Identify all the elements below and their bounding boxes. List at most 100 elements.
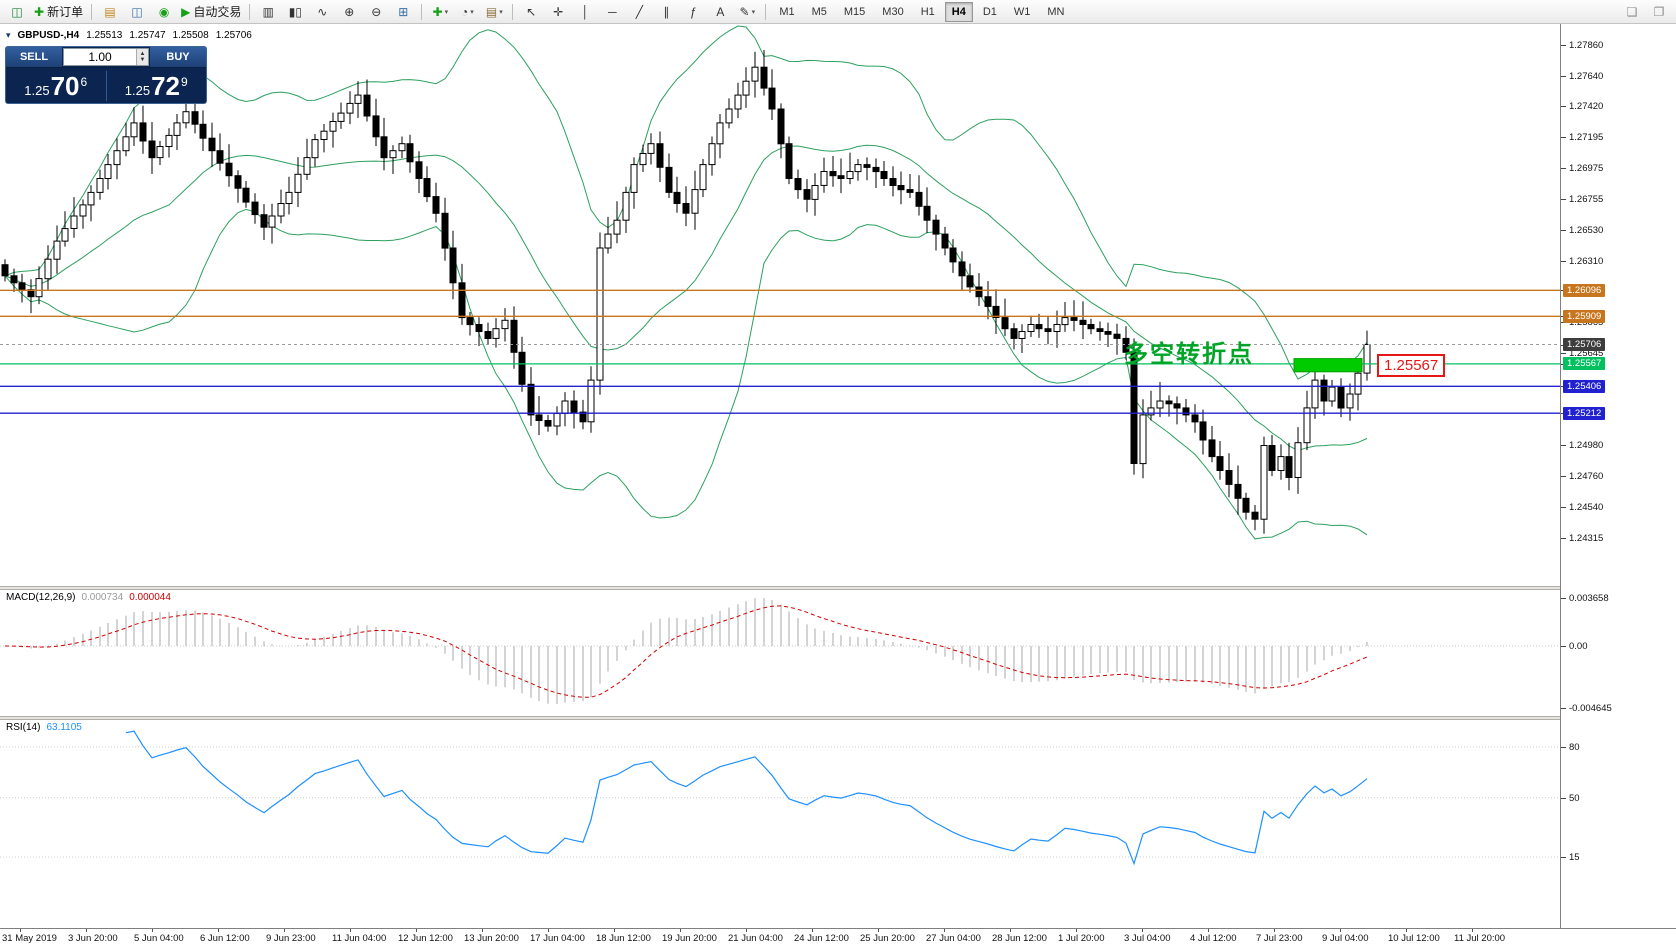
axis-tick: [1561, 137, 1566, 139]
time-axis-tick: [878, 929, 879, 932]
line-chart-icon[interactable]: ∿: [309, 1, 335, 22]
volume-value: 1.00: [88, 50, 112, 64]
volume-down-button[interactable]: ▼: [139, 57, 146, 63]
community-icon[interactable]: ❐: [1653, 4, 1665, 19]
macd-panel-canvas[interactable]: [0, 590, 1560, 716]
rsi-axis-label: 80: [1569, 742, 1580, 754]
price-axis-label: 1.26310: [1569, 255, 1604, 267]
toolbar-separator: [249, 3, 251, 20]
channel-icon[interactable]: ∥: [653, 1, 679, 22]
time-axis-label: 19 Jun 20:00: [662, 933, 717, 944]
time-axis-tick: [416, 929, 417, 932]
time-axis-tick: [680, 929, 681, 932]
toolbar-separator: [765, 3, 767, 20]
autotrading-button[interactable]: ▶ 自动交易: [178, 1, 244, 22]
time-axis-tick: [1472, 929, 1473, 932]
periods-icon[interactable]: ◔ ▾: [454, 1, 480, 22]
toolbar-separator: [421, 3, 423, 20]
rsi-value: 63.1105: [46, 722, 82, 733]
time-axis-label: 7 Jul 23:00: [1256, 933, 1303, 944]
panel-splitter-macd[interactable]: [0, 586, 1676, 590]
sell-price[interactable]: 1.25 70 6: [6, 71, 106, 101]
fibonacci-icon[interactable]: ƒ: [680, 1, 706, 22]
sell-button[interactable]: SELL: [6, 47, 62, 67]
chart-annotation-text[interactable]: 多空转折点: [1124, 341, 1254, 368]
fibonacci-icon-glyph: ƒ: [689, 4, 697, 19]
metaquotes-icon[interactable]: ◉: [151, 1, 177, 22]
arrows-icon-caret: ▾: [751, 8, 756, 16]
tile-windows-icon[interactable]: ⊞: [390, 1, 416, 22]
cursor-icon-glyph: ↖: [526, 4, 537, 19]
indicators-icon[interactable]: ✚ ▾: [427, 1, 453, 22]
buy-button[interactable]: BUY: [150, 47, 206, 67]
timeframe-m15-button[interactable]: M15: [843, 5, 866, 18]
chart-header: ▾ GBPUSD-,H4 1.25513 1.25747 1.25508 1.2…: [6, 30, 252, 41]
ohlc-high: 1.25747: [129, 30, 166, 41]
volume-input[interactable]: 1.00 ▲ ▼: [63, 48, 149, 66]
buy-price-sup: 9: [181, 75, 188, 89]
one-click-collapse-icon[interactable]: ▾: [6, 30, 11, 40]
buy-price[interactable]: 1.25 72 9: [107, 71, 207, 101]
metaquotes-icon-glyph: ◉: [158, 4, 170, 19]
zoom-out-icon[interactable]: ⊖: [363, 1, 389, 22]
macd-main-value: 0.000734: [81, 592, 124, 603]
axis-tick: [1561, 198, 1566, 200]
text-icon[interactable]: A: [707, 1, 733, 22]
crosshair-icon[interactable]: ✛: [545, 1, 571, 22]
sell-price-sup: 6: [80, 75, 88, 89]
axis-tick: [1561, 857, 1566, 858]
time-axis-tick: [1406, 929, 1407, 932]
timeframe-m30-button[interactable]: M30: [882, 5, 904, 18]
highlight-rectangle[interactable]: [1293, 358, 1363, 373]
zoom-in-icon[interactable]: ⊕: [336, 1, 362, 22]
timeframe-m5-button[interactable]: M5: [811, 5, 827, 18]
axis-tick: [1561, 260, 1566, 262]
price-axis-tag: 1.25406: [1563, 379, 1606, 393]
axis-tick: [1561, 168, 1566, 170]
templates-icon[interactable]: ▤ ▾: [481, 1, 507, 22]
chart-window-icon[interactable]: ◫: [124, 1, 150, 22]
timeframe-h4-button[interactable]: H4: [944, 1, 973, 22]
timeframe-h1-button[interactable]: H1: [920, 5, 935, 18]
sell-price-big: 70: [50, 71, 80, 101]
macd-axis-label: 0.003658: [1569, 593, 1609, 604]
timeframe-d1-button[interactable]: D1: [982, 5, 997, 18]
axis-tick: [1561, 747, 1566, 749]
profiles-icon[interactable]: ▤: [97, 1, 123, 22]
axis-tick: [1561, 45, 1566, 46]
text-icon-glyph: A: [716, 4, 725, 19]
cursor-icon[interactable]: ↖: [518, 1, 544, 22]
app-icon[interactable]: ◫: [4, 1, 30, 22]
time-axis-tick: [944, 929, 945, 932]
rsi-line: [125, 730, 1368, 866]
chart-objects: [0, 289, 1560, 414]
time-axis-label: 5 Jun 04:00: [134, 933, 184, 944]
price-axis-label: 1.27195: [1569, 132, 1604, 144]
time-axis-tick: [482, 929, 483, 932]
candlestick-icon[interactable]: ▮▯: [282, 1, 308, 22]
macd-indicator-label: MACD(12,26,9) 0.000734 0.000044: [6, 592, 171, 603]
price-callout-label[interactable]: 1.25567: [1377, 354, 1446, 377]
timeframe-mn-button[interactable]: MN: [1047, 5, 1065, 18]
vertical-line-icon[interactable]: │: [572, 1, 598, 22]
new-order-button[interactable]: ✚ 新订单: [31, 1, 86, 22]
time-axis-label: 11 Jul 20:00: [1454, 933, 1506, 944]
time-axis-tick: [548, 929, 549, 932]
arrows-icon[interactable]: ✎ ▾: [734, 1, 760, 22]
panel-splitter-rsi[interactable]: [0, 716, 1676, 720]
chat-icon[interactable]: ❏: [1626, 4, 1638, 19]
horizontal-line-icon[interactable]: ─: [599, 1, 625, 22]
axis-tick: [1561, 476, 1566, 478]
new-order-button-label: 新订单: [47, 5, 84, 19]
timeframe-m1-button[interactable]: M1: [779, 5, 795, 18]
trendline-icon[interactable]: ╱: [626, 1, 652, 22]
volume-up-button[interactable]: ▲: [139, 51, 146, 57]
periods-icon-caret: ▾: [470, 8, 474, 16]
price-chart-canvas[interactable]: [0, 24, 1560, 586]
axis-tick: [1561, 506, 1566, 508]
rsi-panel-canvas[interactable]: [0, 720, 1560, 928]
bar-chart-icon[interactable]: ▥: [255, 1, 281, 22]
timeframe-w1-button[interactable]: W1: [1013, 5, 1031, 18]
macd-axis-label: 0.00: [1569, 641, 1588, 652]
